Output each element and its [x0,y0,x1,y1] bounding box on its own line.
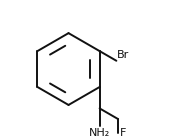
Text: NH₂: NH₂ [89,128,110,138]
Text: F: F [120,128,126,138]
Text: Br: Br [117,50,129,60]
